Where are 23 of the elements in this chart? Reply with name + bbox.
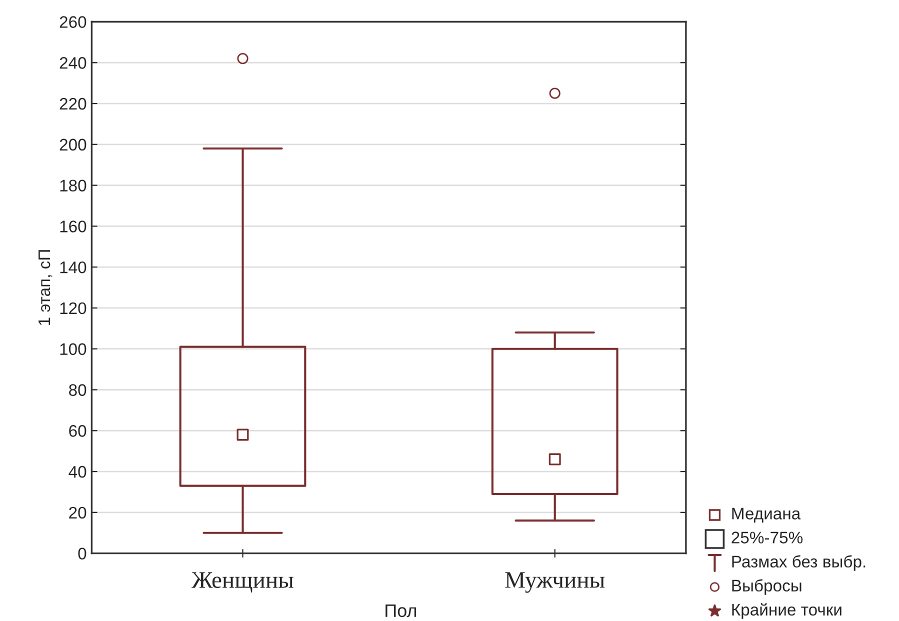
text: Крайние точки	[732, 603, 842, 619]
y-tick-label: 80	[69, 384, 86, 396]
y-tick-label: 260	[60, 16, 86, 28]
y-tick-label: 100	[60, 343, 86, 356]
y-tick-label: 240	[60, 57, 86, 69]
y-tick-label: 0	[78, 548, 86, 560]
text: Размах без выбр.	[732, 555, 866, 571]
y-axis-title: 1 этап, сП	[38, 250, 52, 325]
y-tick-label: 140	[60, 261, 86, 274]
y-tick-label: 40	[68, 466, 86, 478]
text: Выбросы	[732, 579, 802, 595]
x-tick-label: Мужчины	[505, 572, 605, 593]
x-axis-title: Пол	[386, 604, 416, 618]
y-tick-label: 60	[69, 425, 86, 437]
y-tick-label: 200	[60, 138, 86, 151]
y-tick-label: 120	[60, 302, 86, 314]
y-tick-label: 180	[60, 180, 86, 192]
y-tick-label: 220	[60, 98, 86, 110]
x-tick-label: Женщины	[192, 572, 294, 593]
y-tick-label: 160	[60, 220, 86, 232]
text: Медиана	[732, 508, 801, 523]
text: 25%-75%	[732, 532, 803, 544]
y-tick-label: 20	[69, 506, 86, 519]
